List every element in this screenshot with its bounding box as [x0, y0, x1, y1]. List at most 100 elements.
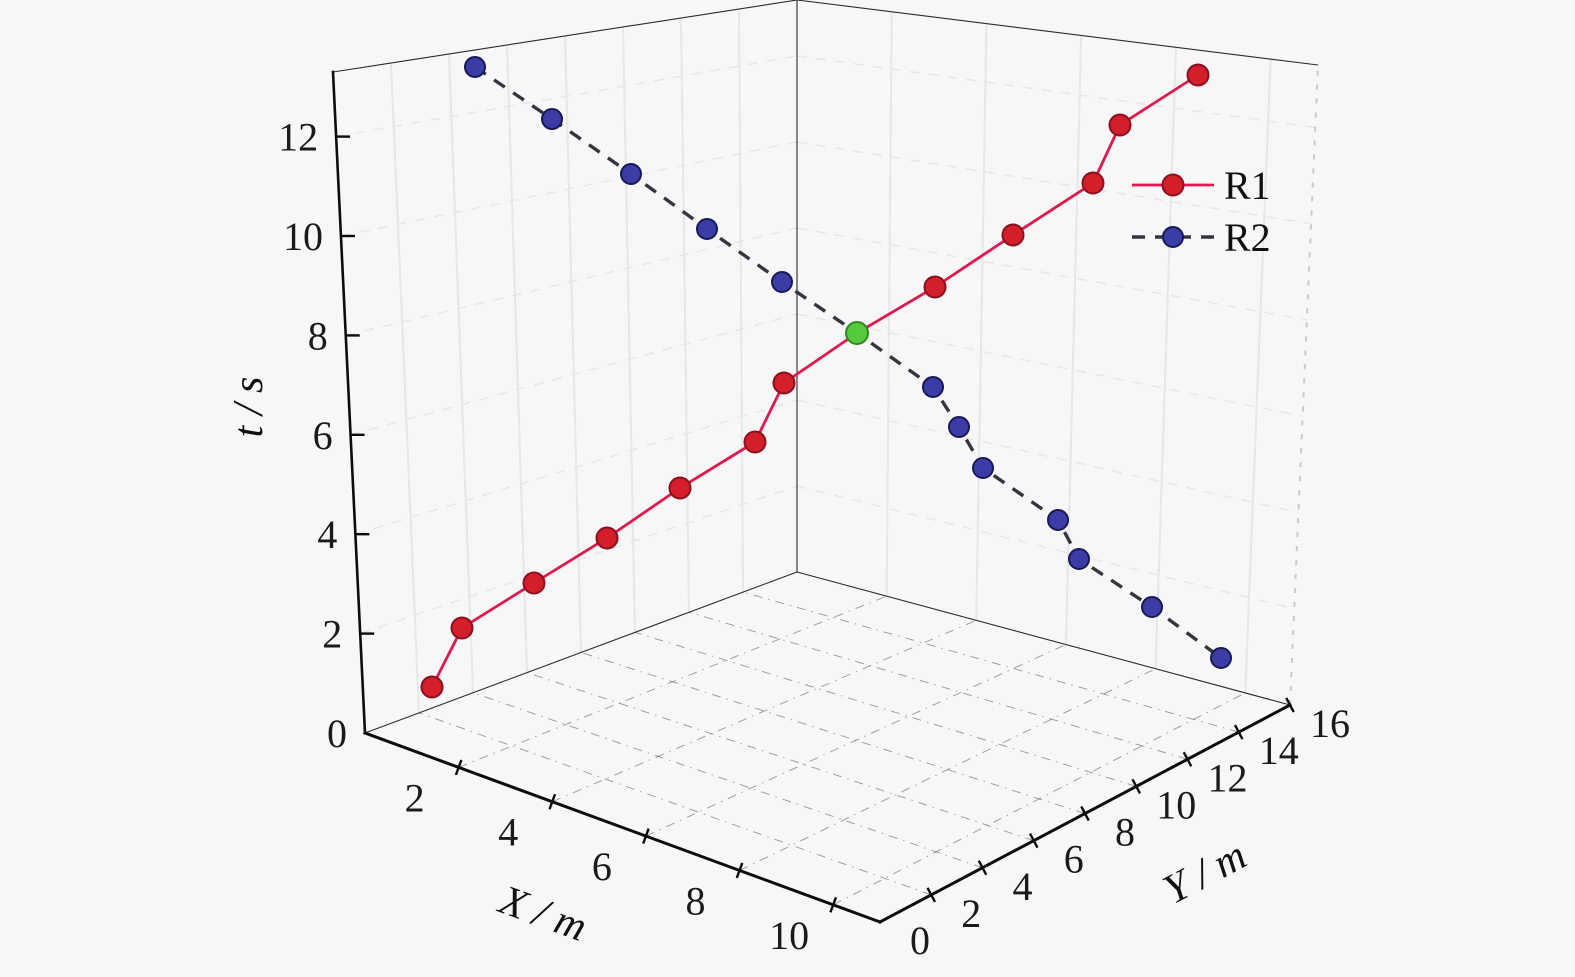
floor-gridline	[742, 591, 1239, 733]
series-R1-point	[1081, 171, 1105, 195]
r2-line-marker-icon	[1132, 226, 1214, 248]
y-tick	[1182, 751, 1193, 767]
y-tick	[1080, 805, 1090, 822]
y-tick	[1028, 832, 1039, 849]
x-tick	[548, 793, 557, 810]
wall-gridline	[975, 23, 988, 621]
series-R1-point	[522, 571, 546, 595]
legend-label-r1: R1	[1224, 162, 1271, 208]
wall-gridline	[796, 313, 1303, 417]
z-tick-label: 12	[278, 115, 318, 160]
floor-gridline	[688, 611, 1188, 760]
floor-gridline	[552, 619, 977, 803]
wall-gridline	[1244, 59, 1272, 693]
legend: R1 R2	[1128, 159, 1271, 263]
y-tick-label: 2	[961, 891, 981, 936]
legend-item-r2: R2	[1128, 211, 1271, 263]
wall-gridline	[738, 8, 744, 593]
wall-gridline	[622, 26, 636, 633]
y-tick-label: 6	[1064, 837, 1084, 882]
x-tick-label: 2	[405, 775, 425, 820]
y-tick	[926, 887, 937, 903]
series-R2-point	[948, 416, 970, 438]
wall-gridline	[448, 53, 474, 693]
wall-gridline	[885, 11, 893, 597]
legend-glyph-shape	[1162, 226, 1184, 248]
z-axis	[331, 70, 367, 735]
wall-top-edge	[796, 0, 1319, 66]
y-tick-label: 0	[910, 918, 930, 963]
floor-gridline	[580, 652, 1086, 814]
series-R2-point	[464, 56, 486, 78]
legend-glyph-shape	[1161, 173, 1185, 197]
series-R2-point	[1047, 509, 1069, 531]
series-R1-point	[420, 675, 444, 699]
series-R1-point	[1186, 63, 1210, 87]
x-tick-label: 4	[498, 810, 518, 855]
floor-gridline	[526, 672, 1034, 842]
series-R2-point	[771, 271, 793, 293]
z-tick-label: 2	[322, 612, 342, 657]
y-tick-label: 14	[1259, 728, 1299, 773]
x-tick	[735, 862, 744, 879]
series-R1-point	[1001, 223, 1025, 247]
x-tick	[454, 759, 463, 776]
series-R1-point	[1108, 113, 1132, 137]
wall-gridline	[796, 485, 1295, 610]
series-R1-point	[668, 476, 692, 500]
legend-item-r1: R1	[1128, 159, 1271, 211]
floor-gridline	[418, 712, 932, 896]
right-wall-edge	[1289, 64, 1319, 706]
y-tick-label: 16	[1310, 701, 1350, 746]
y-tick-label: 12	[1208, 755, 1248, 800]
wall-gridline	[1154, 47, 1177, 669]
x-tick-label: 8	[686, 878, 706, 923]
series-R2-point	[1068, 548, 1090, 570]
x-tick-label: 10	[769, 913, 809, 958]
highlight-point	[845, 321, 869, 345]
series-R1-point	[923, 275, 947, 299]
series-R2-point	[922, 376, 944, 398]
series-R1-point	[595, 526, 619, 550]
series-R2-point	[620, 163, 642, 185]
series-R2-point	[1210, 647, 1232, 669]
series-R2-point	[696, 218, 718, 240]
z-tick-label: 8	[308, 313, 328, 358]
x-tick	[642, 828, 650, 845]
series-R1-point	[772, 371, 796, 395]
series-R1-line	[430, 73, 1199, 688]
wall-gridline	[564, 35, 582, 653]
floor-gridline	[634, 631, 1137, 787]
floor-back-edge	[796, 571, 1291, 706]
y-tick-label: 8	[1115, 810, 1135, 855]
z-axis-title: t / s	[226, 376, 272, 438]
x-axis	[363, 731, 882, 924]
series-R1-point	[743, 430, 767, 454]
y-tick	[1131, 778, 1142, 795]
wall-gridline	[796, 55, 1316, 129]
series-R2-point	[972, 457, 994, 479]
legend-label-r2: R2	[1224, 214, 1271, 260]
x-tick-label: 6	[592, 844, 612, 889]
series-R2-point	[541, 108, 563, 130]
y-tick-label: 4	[1013, 864, 1033, 909]
x-tick	[829, 896, 838, 913]
wall-gridline	[680, 17, 690, 613]
floor-gridline	[739, 668, 1156, 871]
r1-line-marker-icon	[1132, 173, 1214, 197]
wall-gridline	[506, 44, 528, 673]
floor-back-edge	[364, 571, 798, 734]
floor-gridline	[472, 692, 983, 869]
z-tick-label: 10	[283, 214, 323, 259]
y-tick	[1233, 724, 1244, 740]
series-R2-point	[1141, 596, 1163, 618]
wall-gridline	[1064, 35, 1083, 645]
y-tick	[977, 860, 988, 876]
wall-top-edge	[332, 0, 798, 73]
series-R2-line	[474, 65, 1223, 660]
z-tick-label: 4	[317, 512, 337, 557]
z-tick-label: 0	[327, 711, 347, 756]
z-tick-label: 6	[313, 413, 333, 458]
